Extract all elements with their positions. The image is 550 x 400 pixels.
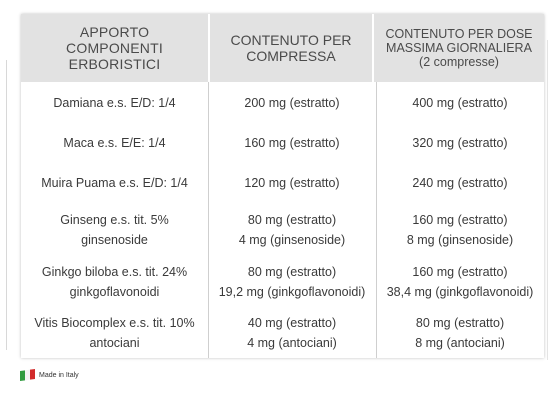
max-dose-value: 240 mg (estratto) [412,176,508,190]
component-name: Muira Puama e.s. E/D: 1/4 [41,176,188,190]
flag-red-band [30,368,35,380]
per-tablet-cell: 160 mg (estratto) [208,124,376,162]
max-dose-cell: 160 mg (estratto) 38,4 mg (ginkgoflavono… [376,256,544,308]
max-dose-value: 8 mg (ginsenoside) [406,233,514,247]
column-divider [376,82,377,358]
per-tablet-cell: 40 mg (estratto) 4 mg (antociani) [208,308,376,358]
header-components-line: COMPONENTI [66,40,163,56]
max-dose-value: 160 mg (estratto) [412,213,508,227]
max-dose-value: 160 mg (estratto) [412,265,508,279]
max-dose-value: 80 mg (estratto) [415,316,505,330]
component-cell: Maca e.s. E/E: 1/4 [21,124,208,162]
header-max-dose-line: CONTENUTO PER DOSE [385,27,533,41]
per-tablet-value: 80 mg (estratto) [247,213,337,227]
table-row: Muira Puama e.s. E/D: 1/4 120 mg (estrat… [21,162,544,204]
page-edge-line [6,60,7,350]
table-row: Damiana e.s. E/D: 1/4 200 mg (estratto) … [21,82,544,124]
made-in-italy-badge: Made in Italy [20,368,79,382]
per-tablet-cell: 200 mg (estratto) [208,82,376,124]
max-dose-value: 8 mg (antociani) [415,336,505,350]
max-dose-cell: 240 mg (estratto) [376,162,544,204]
page-edge-line-right [547,40,548,360]
component-name: Ginkgo biloba e.s. tit. 24% [41,265,188,279]
table-row: Ginkgo biloba e.s. tit. 24% ginkgoflavon… [21,256,544,308]
component-cell: Muira Puama e.s. E/D: 1/4 [21,162,208,204]
per-tablet-cell: 80 mg (estratto) 19,2 mg (ginkgoflavonoi… [208,256,376,308]
per-tablet-cell: 80 mg (estratto) 4 mg (ginsenoside) [208,204,376,256]
header-max-daily-dose: CONTENUTO PER DOSE MASSIMA GIORNALIERA (… [374,14,544,82]
max-dose-cell: 320 mg (estratto) [376,124,544,162]
per-tablet-value: 4 mg (ginsenoside) [238,233,346,247]
component-cell: Ginseng e.s. tit. 5% ginsenoside [21,204,208,256]
component-name: Vitis Biocomplex e.s. tit. 10% [34,316,195,330]
component-cell: Ginkgo biloba e.s. tit. 24% ginkgoflavon… [21,256,208,308]
ingredients-table: APPORTO COMPONENTI ERBORISTICI CONTENUTO… [21,14,544,358]
per-tablet-value: 200 mg (estratto) [244,96,340,110]
per-tablet-value: 19,2 mg (ginkgoflavonoidi) [218,285,366,299]
max-dose-value: 320 mg (estratto) [412,136,508,150]
header-max-dose-line: (2 compresse) [419,55,499,69]
per-tablet-value: 120 mg (estratto) [244,176,340,190]
max-dose-cell: 80 mg (estratto) 8 mg (antociani) [376,308,544,358]
max-dose-value: 38,4 mg (ginkgoflavonoidi) [386,285,534,299]
column-divider [208,82,209,358]
component-name: Ginseng e.s. tit. 5% [60,213,169,227]
header-components: APPORTO COMPONENTI ERBORISTICI [21,14,208,82]
component-cell: Damiana e.s. E/D: 1/4 [21,82,208,124]
component-name: ginkgoflavonoidi [69,285,160,299]
component-cell: Vitis Biocomplex e.s. tit. 10% antociani [21,308,208,358]
header-components-line: APPORTO [79,24,150,40]
per-tablet-value: 40 mg (estratto) [247,316,337,330]
italian-flag-icon [20,368,35,382]
per-tablet-value: 80 mg (estratto) [247,265,337,279]
table-row: Ginseng e.s. tit. 5% ginsenoside 80 mg (… [21,204,544,256]
made-in-italy-text: Made in Italy [39,371,79,379]
table-row: Maca e.s. E/E: 1/4 160 mg (estratto) 320… [21,124,544,162]
per-tablet-value: 4 mg (antociani) [247,336,337,350]
component-name: ginsenoside [81,233,148,247]
component-name: Damiana e.s. E/D: 1/4 [53,96,176,110]
table-row: Vitis Biocomplex e.s. tit. 10% antociani… [21,308,544,358]
max-dose-value: 400 mg (estratto) [412,96,508,110]
component-name: antociani [89,336,140,350]
header-components-line: ERBORISTICI [68,56,161,72]
per-tablet-value: 160 mg (estratto) [244,136,340,150]
header-max-dose-line: MASSIMA GIORNALIERA [386,41,532,55]
table-header: APPORTO COMPONENTI ERBORISTICI CONTENUTO… [21,14,544,82]
header-per-tablet: CONTENUTO PER COMPRESSA [208,14,374,82]
component-name: Maca e.s. E/E: 1/4 [63,136,166,150]
per-tablet-cell: 120 mg (estratto) [208,162,376,204]
header-per-tablet-line: COMPRESSA [246,48,336,64]
table-body: Damiana e.s. E/D: 1/4 200 mg (estratto) … [21,82,544,358]
max-dose-cell: 160 mg (estratto) 8 mg (ginsenoside) [376,204,544,256]
header-per-tablet-line: CONTENUTO PER [230,32,352,48]
max-dose-cell: 400 mg (estratto) [376,82,544,124]
